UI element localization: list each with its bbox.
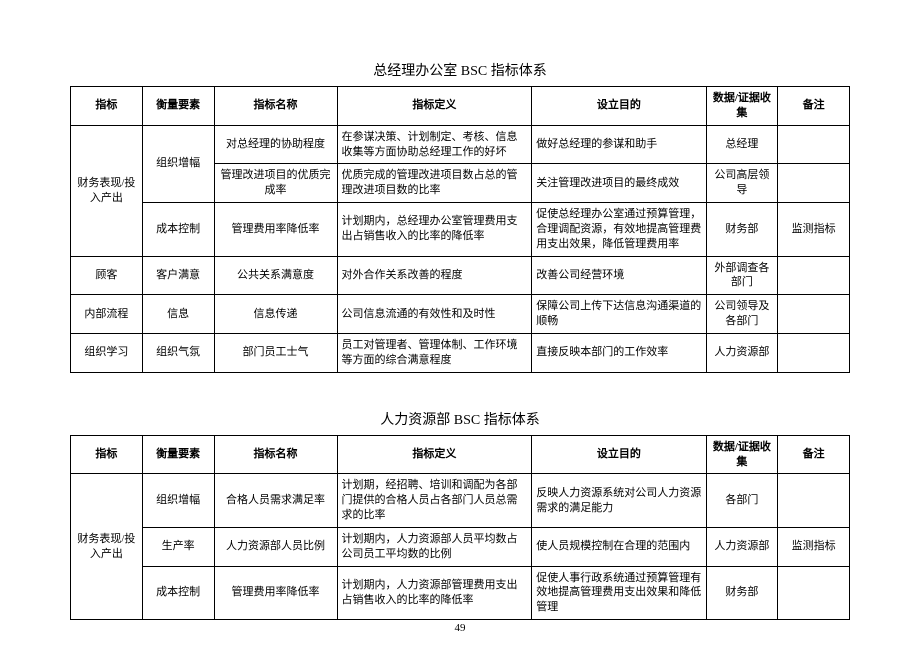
name-cell: 合格人员需求满足率 bbox=[214, 474, 337, 528]
col-header: 指标定义 bbox=[337, 87, 532, 126]
source-cell: 财务部 bbox=[706, 203, 778, 257]
col-header: 指标名称 bbox=[214, 87, 337, 126]
factor-cell: 成本控制 bbox=[142, 203, 214, 257]
source-cell: 公司高层领导 bbox=[706, 164, 778, 203]
factor-cell: 信息 bbox=[142, 295, 214, 334]
col-header: 设立目的 bbox=[532, 435, 706, 474]
note-cell bbox=[778, 566, 850, 620]
col-header: 衡量要素 bbox=[142, 87, 214, 126]
name-cell: 部门员工士气 bbox=[214, 333, 337, 372]
def-cell: 计划期内，人力资源部人员平均数占公司员工平均数的比例 bbox=[337, 527, 532, 566]
purpose-cell: 做好总经理的参谋和助手 bbox=[532, 125, 706, 164]
col-header: 指标 bbox=[71, 87, 143, 126]
note-cell bbox=[778, 295, 850, 334]
name-cell: 管理费用率降低率 bbox=[214, 203, 337, 257]
page-number: 49 bbox=[70, 622, 850, 634]
purpose-cell: 改善公司经营环境 bbox=[532, 256, 706, 295]
name-cell: 管理费用率降低率 bbox=[214, 566, 337, 620]
bsc-table: 指标衡量要素指标名称指标定义设立目的数据/证据收集备注财务表现/投入产出组织增幅… bbox=[70, 86, 850, 373]
col-header: 数据/证据收集 bbox=[706, 435, 778, 474]
indicator-cell: 财务表现/投入产出 bbox=[71, 125, 143, 256]
purpose-cell: 促使总经理办公室通过预算管理，合理调配资源，有效地提高管理费用支出效果，降低管理… bbox=[532, 203, 706, 257]
indicator-cell: 财务表现/投入产出 bbox=[71, 474, 143, 620]
purpose-cell: 保障公司上传下达信息沟通渠道的顺畅 bbox=[532, 295, 706, 334]
purpose-cell: 关注管理改进项目的最终成效 bbox=[532, 164, 706, 203]
table-row: 财务表现/投入产出组织增幅合格人员需求满足率计划期，经招聘、培训和调配为各部门提… bbox=[71, 474, 850, 528]
name-cell: 管理改进项目的优质完成率 bbox=[214, 164, 337, 203]
factor-cell: 生产率 bbox=[142, 527, 214, 566]
note-cell bbox=[778, 125, 850, 164]
source-cell: 各部门 bbox=[706, 474, 778, 528]
def-cell: 优质完成的管理改进项目数占总的管理改进项目数的比率 bbox=[337, 164, 532, 203]
note-cell bbox=[778, 256, 850, 295]
name-cell: 人力资源部人员比例 bbox=[214, 527, 337, 566]
table-title: 人力资源部 BSC 指标体系 bbox=[70, 409, 850, 429]
source-cell: 人力资源部 bbox=[706, 527, 778, 566]
factor-cell: 成本控制 bbox=[142, 566, 214, 620]
factor-cell: 组织气氛 bbox=[142, 333, 214, 372]
col-header: 数据/证据收集 bbox=[706, 87, 778, 126]
col-header: 指标 bbox=[71, 435, 143, 474]
source-cell: 公司领导及各部门 bbox=[706, 295, 778, 334]
factor-cell: 客户满意 bbox=[142, 256, 214, 295]
table-row: 生产率人力资源部人员比例计划期内，人力资源部人员平均数占公司员工平均数的比例使人… bbox=[71, 527, 850, 566]
factor-cell: 组织增幅 bbox=[142, 125, 214, 202]
purpose-cell: 直接反映本部门的工作效率 bbox=[532, 333, 706, 372]
source-cell: 人力资源部 bbox=[706, 333, 778, 372]
def-cell: 在参谋决策、计划制定、考核、信息收集等方面协助总经理工作的好坏 bbox=[337, 125, 532, 164]
table-row: 成本控制管理费用率降低率计划期内，总经理办公室管理费用支出占销售收入的比率的降低… bbox=[71, 203, 850, 257]
col-header: 衡量要素 bbox=[142, 435, 214, 474]
table-row: 顾客客户满意公共关系满意度对外合作关系改善的程度改善公司经营环境外部调查各部门 bbox=[71, 256, 850, 295]
table-row: 内部流程信息信息传递公司信息流通的有效性和及时性保障公司上传下达信息沟通渠道的顺… bbox=[71, 295, 850, 334]
table-row: 组织学习组织气氛部门员工士气员工对管理者、管理体制、工作环境等方面的综合满意程度… bbox=[71, 333, 850, 372]
source-cell: 财务部 bbox=[706, 566, 778, 620]
def-cell: 计划期，经招聘、培训和调配为各部门提供的合格人员占各部门人员总需求的比率 bbox=[337, 474, 532, 528]
bsc-table: 指标衡量要素指标名称指标定义设立目的数据/证据收集备注财务表现/投入产出组织增幅… bbox=[70, 435, 850, 620]
note-cell: 监测指标 bbox=[778, 527, 850, 566]
indicator-cell: 组织学习 bbox=[71, 333, 143, 372]
def-cell: 公司信息流通的有效性和及时性 bbox=[337, 295, 532, 334]
col-header: 指标定义 bbox=[337, 435, 532, 474]
source-cell: 总经理 bbox=[706, 125, 778, 164]
note-cell: 监测指标 bbox=[778, 203, 850, 257]
note-cell bbox=[778, 333, 850, 372]
purpose-cell: 反映人力资源系统对公司人力资源需求的满足能力 bbox=[532, 474, 706, 528]
name-cell: 对总经理的协助程度 bbox=[214, 125, 337, 164]
table-title: 总经理办公室 BSC 指标体系 bbox=[70, 60, 850, 80]
def-cell: 员工对管理者、管理体制、工作环境等方面的综合满意程度 bbox=[337, 333, 532, 372]
table-row: 财务表现/投入产出组织增幅对总经理的协助程度在参谋决策、计划制定、考核、信息收集… bbox=[71, 125, 850, 164]
purpose-cell: 使人员规模控制在合理的范围内 bbox=[532, 527, 706, 566]
col-header: 备注 bbox=[778, 435, 850, 474]
note-cell bbox=[778, 164, 850, 203]
note-cell bbox=[778, 474, 850, 528]
source-cell: 外部调查各部门 bbox=[706, 256, 778, 295]
indicator-cell: 内部流程 bbox=[71, 295, 143, 334]
indicator-cell: 顾客 bbox=[71, 256, 143, 295]
col-header: 设立目的 bbox=[532, 87, 706, 126]
def-cell: 计划期内，总经理办公室管理费用支出占销售收入的比率的降低率 bbox=[337, 203, 532, 257]
factor-cell: 组织增幅 bbox=[142, 474, 214, 528]
col-header: 备注 bbox=[778, 87, 850, 126]
def-cell: 对外合作关系改善的程度 bbox=[337, 256, 532, 295]
name-cell: 公共关系满意度 bbox=[214, 256, 337, 295]
name-cell: 信息传递 bbox=[214, 295, 337, 334]
purpose-cell: 促使人事行政系统通过预算管理有效地提高管理费用支出效果和降低管理 bbox=[532, 566, 706, 620]
table-row: 成本控制管理费用率降低率计划期内，人力资源部管理费用支出占销售收入的比率的降低率… bbox=[71, 566, 850, 620]
col-header: 指标名称 bbox=[214, 435, 337, 474]
def-cell: 计划期内，人力资源部管理费用支出占销售收入的比率的降低率 bbox=[337, 566, 532, 620]
